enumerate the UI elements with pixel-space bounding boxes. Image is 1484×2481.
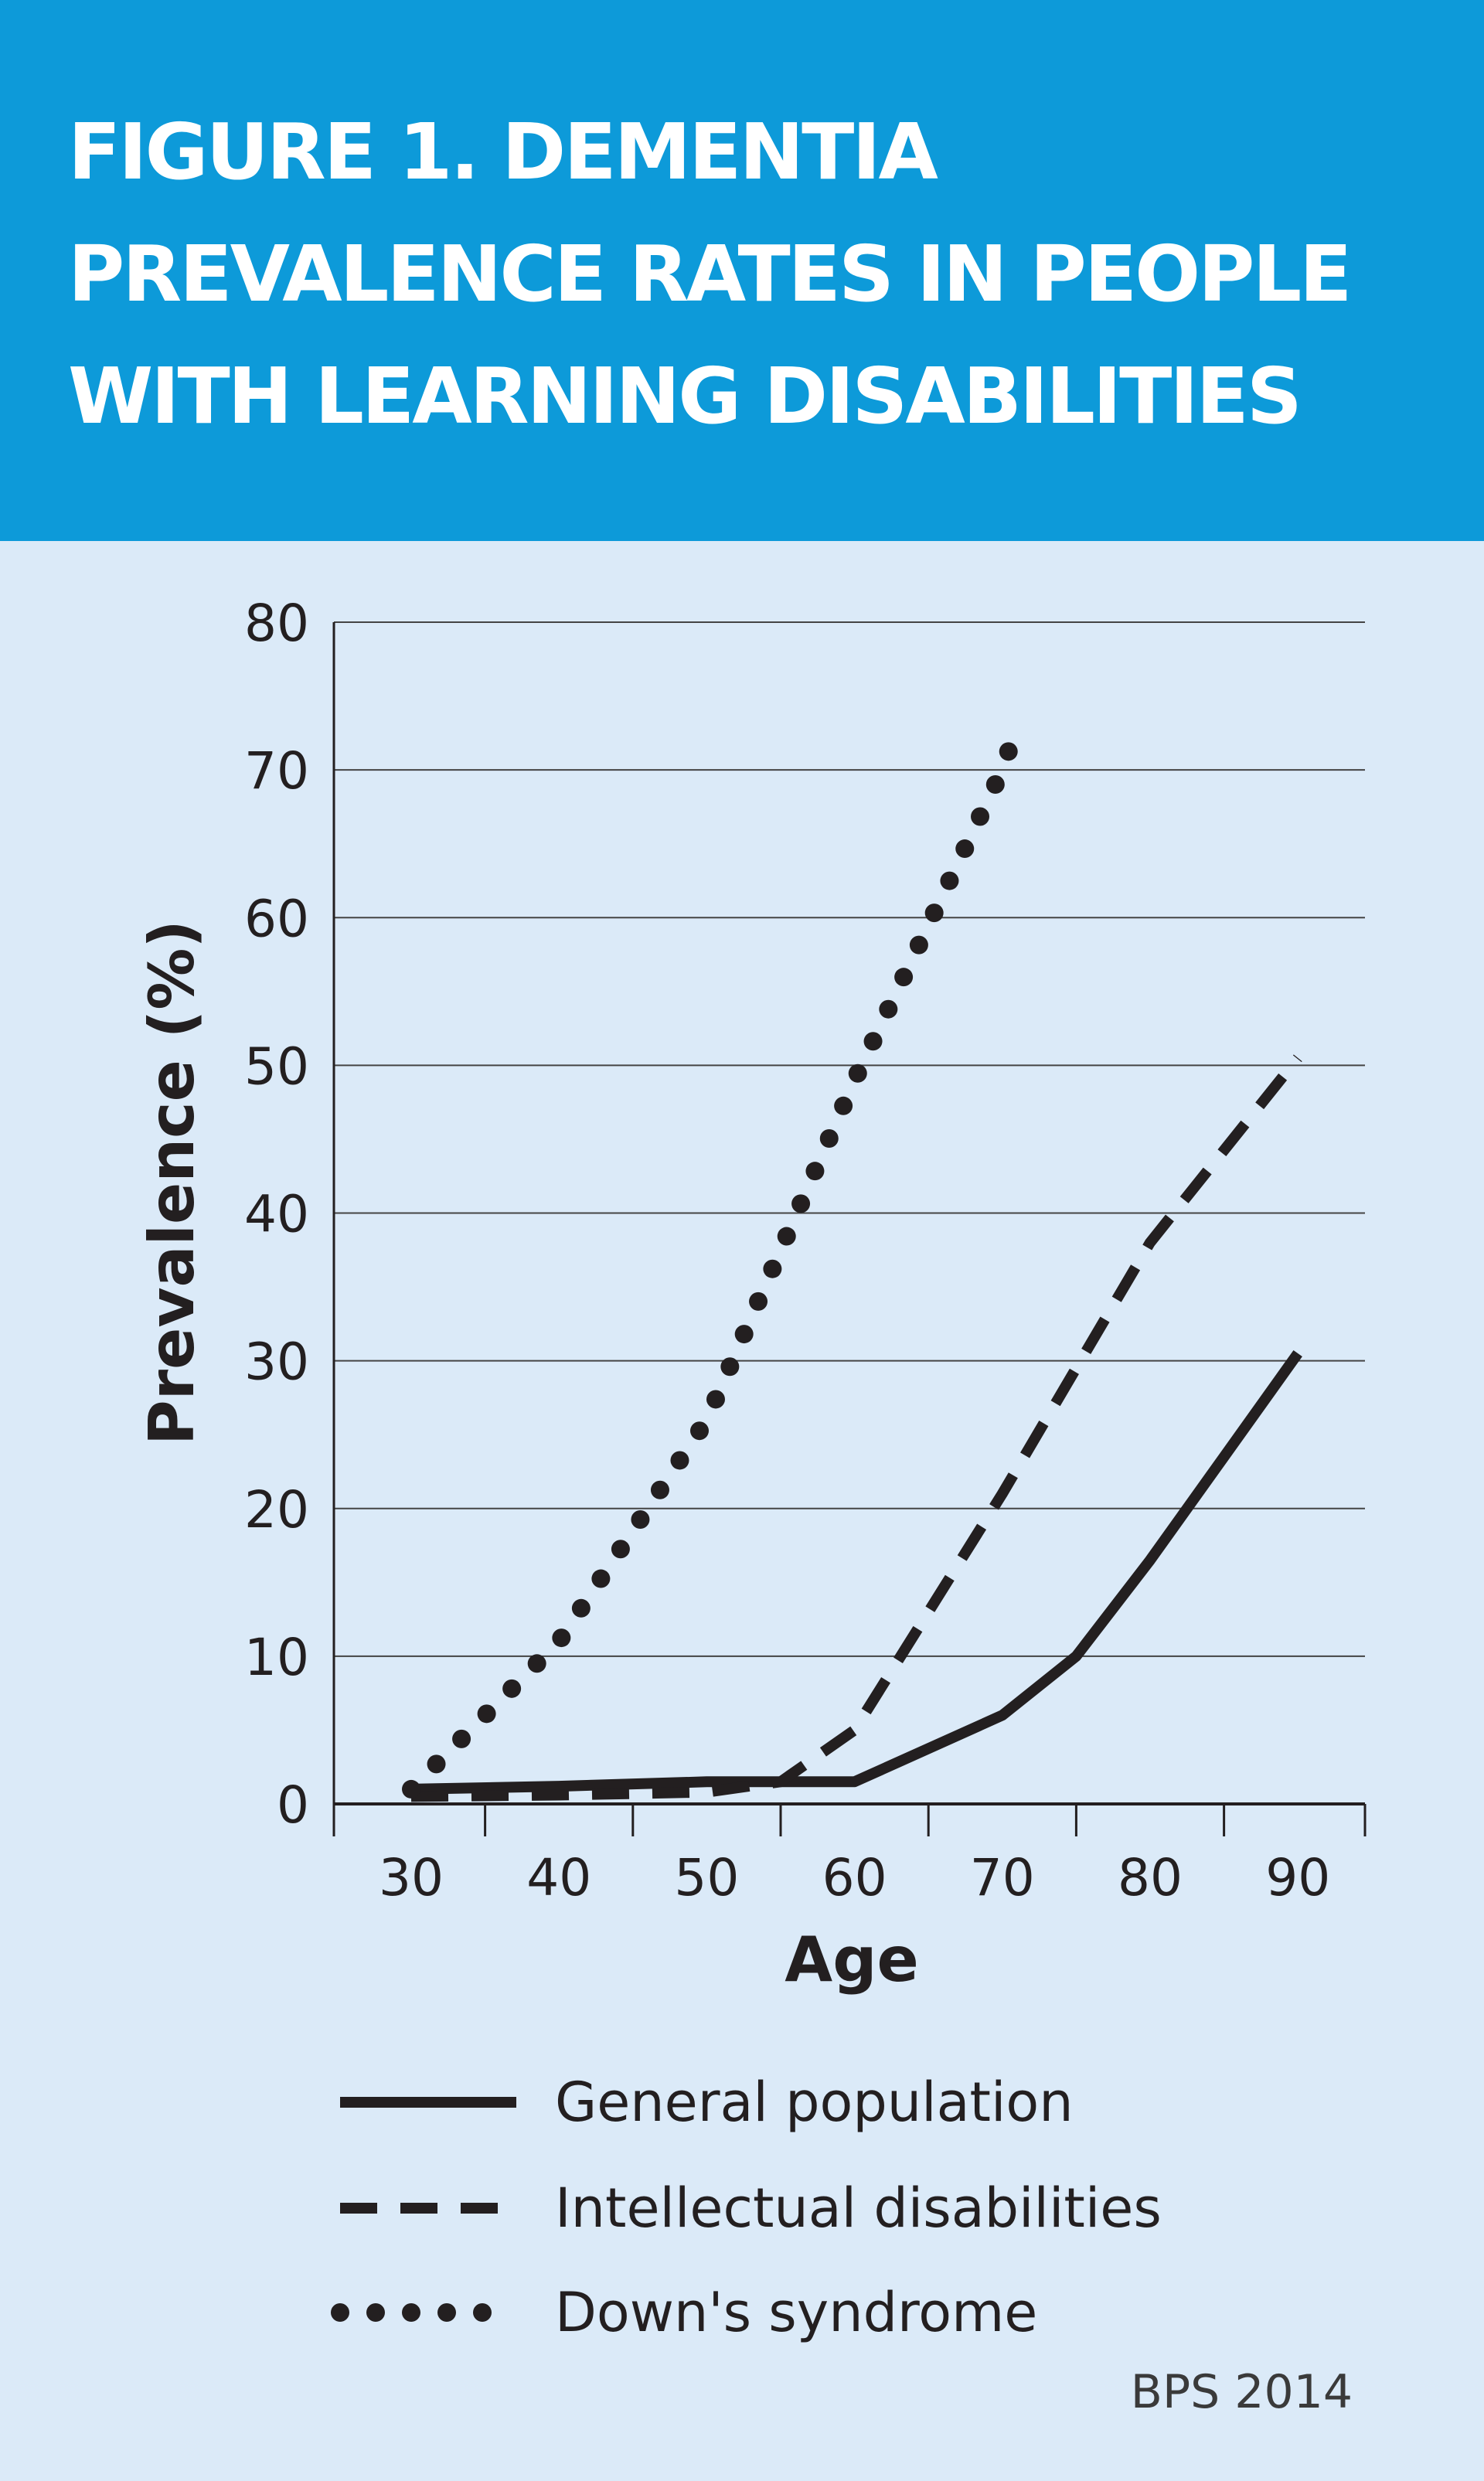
y-tick-label-50: 50 — [244, 1036, 309, 1096]
x-tick-label-30: 30 — [379, 1848, 444, 1908]
grid-lines — [334, 621, 1365, 1657]
y-tick-label-0: 0 — [277, 1775, 309, 1835]
chart-panel — [0, 541, 1484, 2481]
y-tick-label-60: 60 — [244, 889, 309, 948]
y-tick-label-40: 40 — [244, 1185, 309, 1244]
figure-title: FIGURE 1. DEMENTIA PREVALENCE RATES IN P… — [68, 107, 1352, 441]
y-tick-label-30: 30 — [244, 1332, 309, 1392]
x-tick-label-90: 90 — [1265, 1848, 1330, 1908]
axes — [332, 622, 1367, 1836]
legend-label-dashed: Intellectual disabilities — [555, 2176, 1162, 2240]
y-axis-title: Prevalence (%) — [136, 920, 208, 1445]
series-line-solid — [410, 1350, 1302, 1795]
y-tick-label-70: 70 — [244, 741, 309, 801]
x-axis-title: Age — [785, 1924, 918, 1996]
data-series — [402, 716, 1302, 1802]
y-tick-label-80: 80 — [244, 594, 309, 653]
legend: General population Intellectual disabilit… — [331, 2071, 1162, 2344]
tick-labels: 0 10 20 30 40 50 60 70 80 30 40 50 60 70 80 90 — [244, 594, 1330, 1908]
x-tick-label-60: 60 — [822, 1848, 887, 1908]
source-credit: BPS 2014 — [1131, 2365, 1353, 2419]
x-tick-label-70: 70 — [970, 1848, 1035, 1908]
x-tick-label-50: 50 — [674, 1848, 739, 1908]
y-tick-label-10: 10 — [244, 1628, 309, 1687]
y-tick-label-20: 20 — [244, 1480, 309, 1540]
series-line-dashed — [410, 1054, 1302, 1802]
x-tick-label-40: 40 — [526, 1848, 591, 1908]
header-banner: FIGURE 1. DEMENTIA PREVALENCE RATES IN P… — [0, 0, 1484, 541]
x-tick-label-80: 80 — [1118, 1848, 1183, 1908]
series-line-dotted — [402, 716, 1026, 1799]
legend-label-dotted: Down's syndrome — [555, 2281, 1037, 2344]
legend-label-solid: General population — [555, 2071, 1074, 2134]
